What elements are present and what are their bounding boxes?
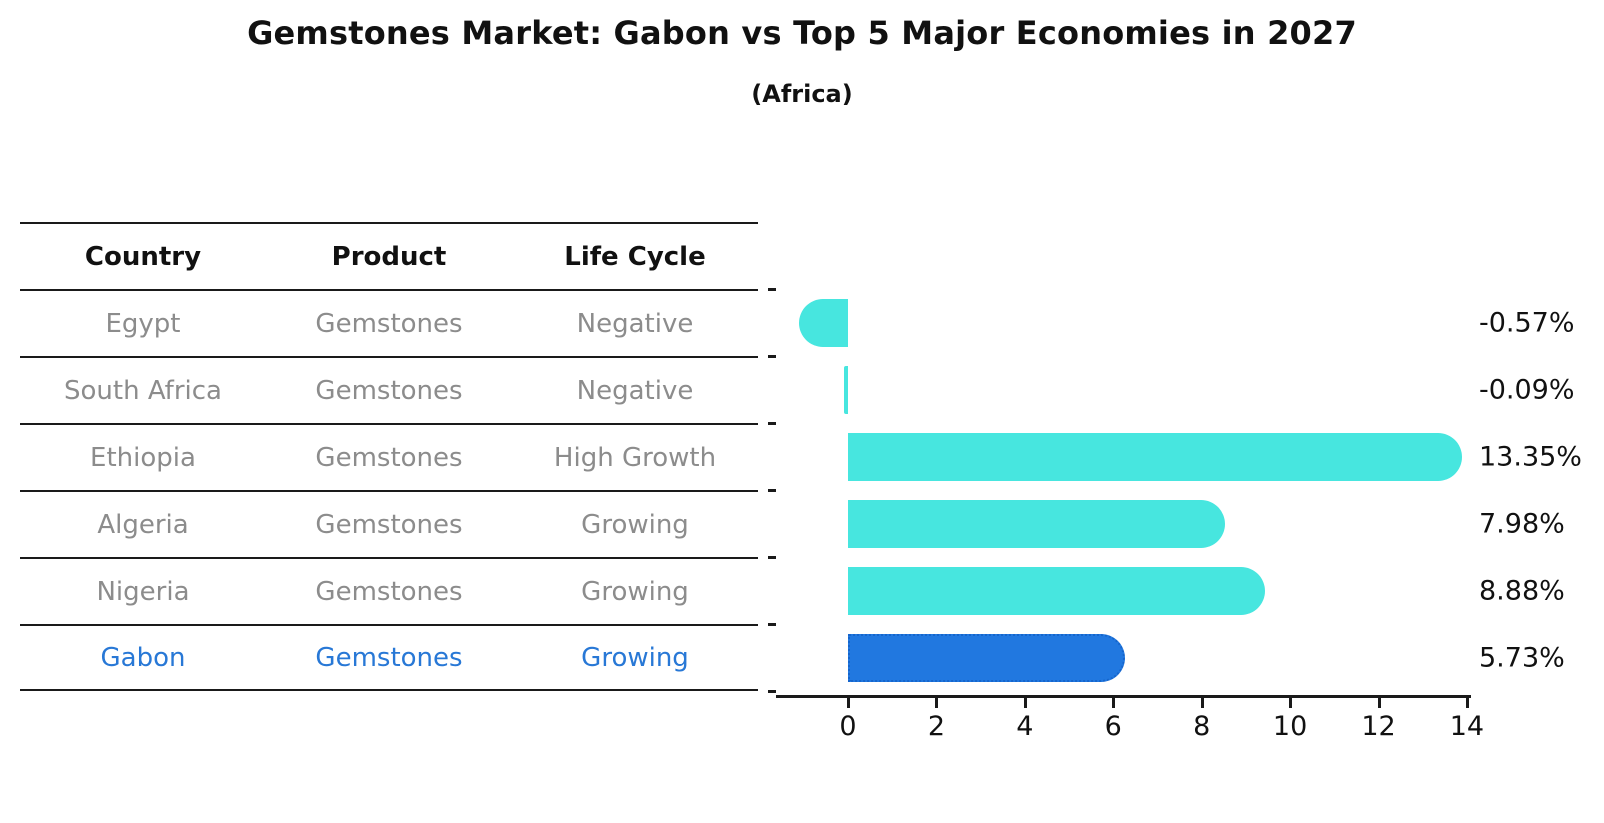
y-axis-tick	[768, 355, 776, 358]
x-axis-tick-label: 10	[1272, 711, 1308, 742]
country-cell: Country	[84, 241, 202, 272]
product-cell: Gemstones	[315, 509, 463, 540]
x-axis-tick	[1465, 698, 1469, 708]
bar-nigeria	[848, 566, 1265, 615]
x-axis-tick	[1200, 698, 1204, 708]
table-row: Gabon Gemstones Growing	[20, 624, 758, 691]
y-axis-tick	[768, 690, 776, 693]
x-axis-tick-label: 0	[839, 711, 857, 742]
country-cell: South Africa	[64, 375, 222, 406]
value-label: 13.35%	[1479, 441, 1582, 472]
life-cycle-cell: Negative	[576, 308, 694, 339]
x-axis-tick	[1023, 698, 1027, 708]
life-cycle-cell: Life Cycle	[564, 241, 706, 272]
bar-egypt	[798, 298, 848, 347]
x-axis-tick-label: 2	[927, 711, 945, 742]
x-axis-line	[776, 695, 1471, 698]
y-axis-tick	[768, 288, 776, 291]
x-axis-tick	[1377, 698, 1381, 708]
life-cycle-cell: High Growth	[553, 442, 717, 473]
x-axis-tick-label: 6	[1104, 711, 1122, 742]
y-axis-tick	[768, 556, 776, 559]
x-axis-tick-label: 4	[1016, 711, 1034, 742]
bar-algeria	[848, 499, 1225, 548]
value-label: 8.88%	[1479, 575, 1565, 606]
life-cycle-cell: Growing	[581, 576, 689, 607]
x-axis-tick-label: 12	[1361, 711, 1396, 742]
value-label: 7.98%	[1479, 508, 1565, 539]
product-cell: Gemstones	[315, 308, 463, 339]
country-table: Country Product Life Cycle Egypt Gemstones Ne…	[20, 222, 758, 691]
country-cell: Gabon	[100, 642, 186, 673]
chart-title: Gemstones Market: Gabon vs Top 5 Major E…	[247, 14, 1357, 52]
country-cell: Nigeria	[96, 576, 190, 607]
y-axis-tick	[768, 623, 776, 626]
table-row: Nigeria Gemstones Growing	[20, 557, 758, 624]
life-cycle-cell: Negative	[576, 375, 694, 406]
product-cell: Gemstones	[315, 442, 463, 473]
value-label: -0.57%	[1479, 307, 1575, 338]
bar-gabon	[848, 633, 1126, 682]
life-cycle-cell: Growing	[581, 509, 689, 540]
product-cell: Gemstones	[315, 576, 463, 607]
bar-south-africa	[844, 365, 848, 414]
life-cycle-cell: Growing	[581, 642, 689, 673]
table-row: South Africa Gemstones Negative	[20, 356, 758, 423]
country-cell: Ethiopia	[90, 442, 196, 473]
table-row: Egypt Gemstones Negative	[20, 289, 758, 356]
product-cell: Gemstones	[315, 375, 463, 406]
country-cell: Algeria	[97, 509, 189, 540]
table-header-row: Country Product Life Cycle	[20, 222, 758, 289]
product-cell: Gemstones	[315, 642, 463, 673]
chart-subtitle: (Africa)	[751, 80, 853, 108]
value-label: -0.09%	[1479, 374, 1575, 405]
bar-ethiopia	[848, 432, 1463, 481]
y-axis-tick	[768, 489, 776, 492]
x-axis-tick-label: 14	[1449, 711, 1485, 742]
value-label: 5.73%	[1479, 642, 1565, 673]
x-axis-tick	[847, 698, 850, 708]
x-axis-tick	[1289, 698, 1293, 708]
country-cell: Egypt	[105, 308, 181, 339]
y-axis-tick	[768, 422, 776, 425]
x-axis-tick-label: 8	[1193, 711, 1211, 742]
table-row: Ethiopia Gemstones High Growth	[20, 423, 758, 490]
table-row: Algeria Gemstones Growing	[20, 490, 758, 557]
x-axis-tick	[1112, 698, 1116, 708]
x-axis-tick	[935, 698, 939, 708]
product-cell: Product	[331, 241, 447, 272]
